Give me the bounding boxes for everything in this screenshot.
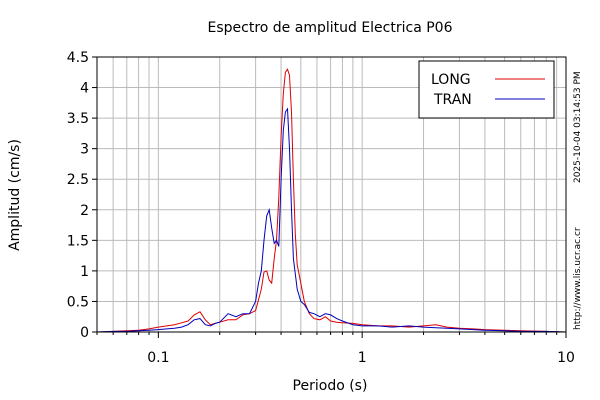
y-tick-label: 0 [80,325,89,341]
y-tick-label: 4.5 [67,50,89,66]
legend-box [418,60,555,119]
y-tick-label: 3.5 [67,111,89,127]
y-tick-label: 4 [80,81,89,97]
legend-label-long: LONG [431,72,471,88]
url-note: http://www.lis.ucr.ac.cr [573,227,583,330]
series-lines [96,68,567,333]
x-axis-title: Periodo (s) [293,378,368,394]
plot-frame [96,56,567,333]
legend-label-tran: TRAN [433,92,472,108]
y-tick-label: 3 [80,142,89,158]
y-axis-title: Amplitud (cm/s) [7,139,23,251]
axis-ticks: 0 0.5 1 1.5 2 2.5 3 3.5 4 4.5 0.1 1 10 [67,50,575,366]
y-tick-label: 2.5 [67,172,89,188]
series-line-long [96,68,567,333]
x-tick-label: 10 [557,350,575,366]
timestamp-note: 2025-10-04 03:14:53 PM [573,71,583,183]
y-tick-label: 1 [80,264,89,280]
y-tick-label: 1.5 [67,233,89,249]
x-tick-label: 0.1 [147,350,169,366]
series-line-tran [96,107,567,333]
y-tick-label: 2 [80,203,89,219]
y-tick-label: 0.5 [67,294,89,310]
legend: LONG TRAN [418,60,555,119]
x-tick-label: 1 [358,350,367,366]
chart-title: Espectro de amplitud Electrica P06 [208,20,453,36]
